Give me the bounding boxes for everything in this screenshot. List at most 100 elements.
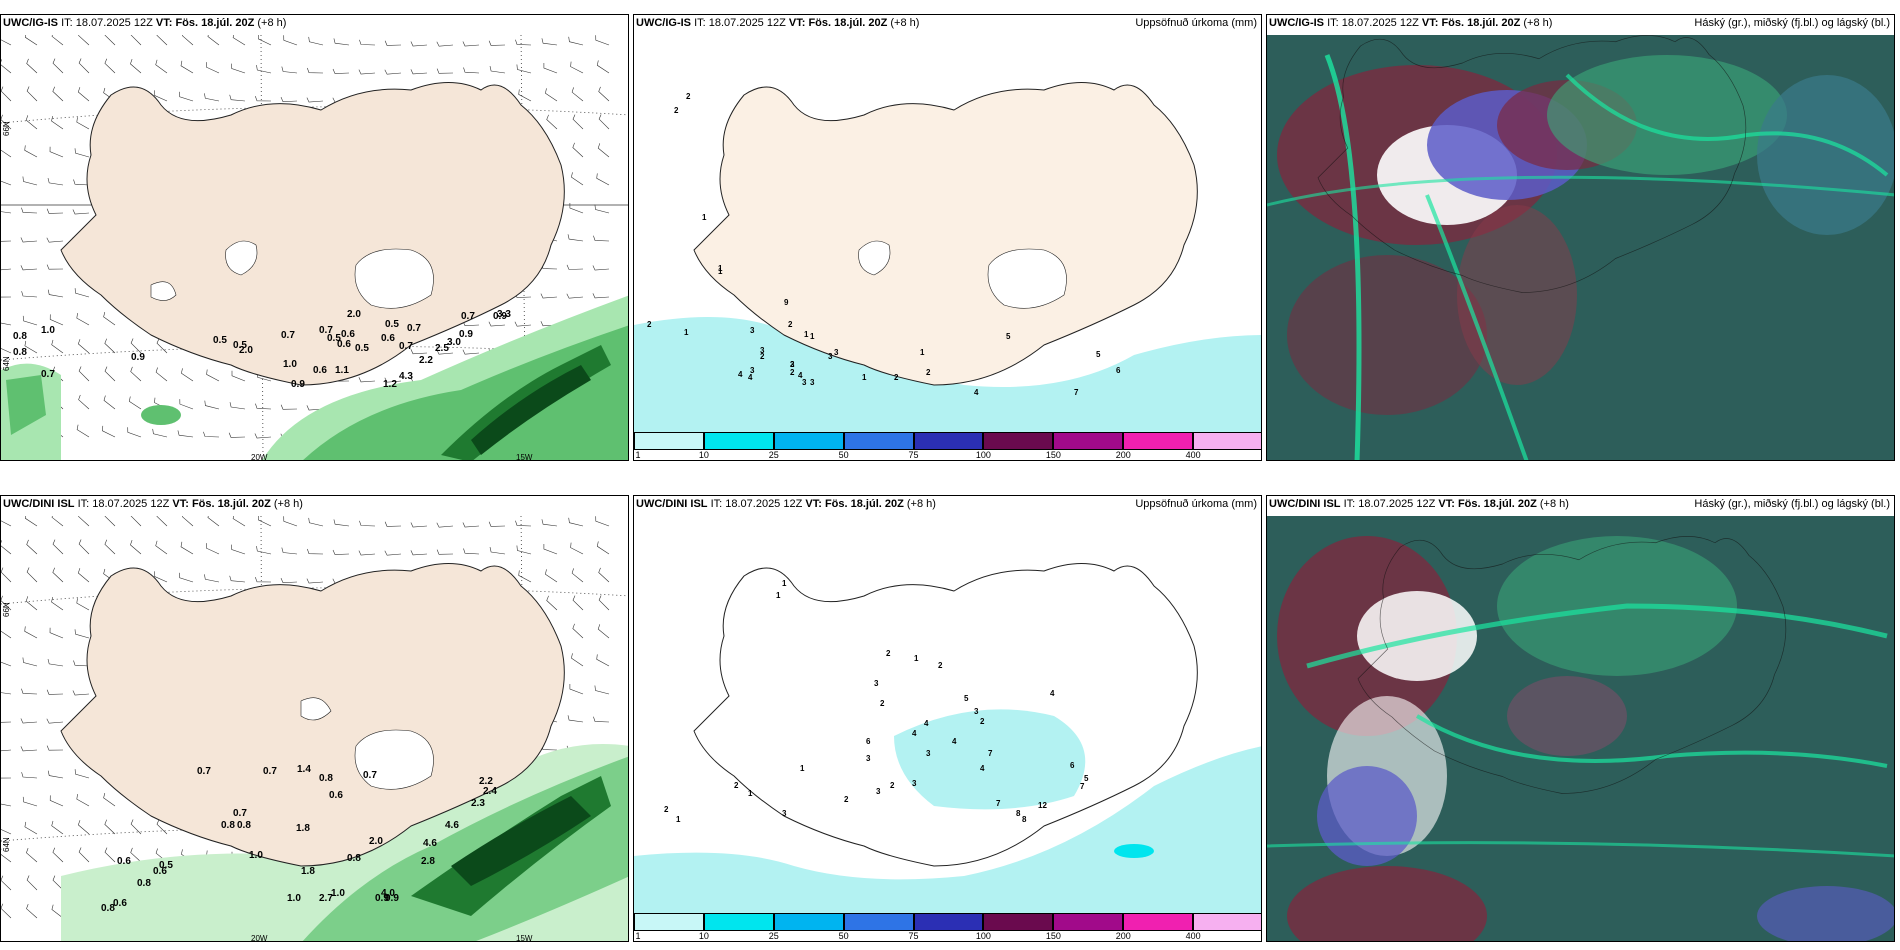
wind-barb: [598, 567, 610, 583]
panel-header: UWC/IG-IS IT: 18.07.2025 12Z VT: Fös. 18…: [636, 17, 920, 29]
value-label: 4: [952, 737, 957, 746]
wind-barb: [46, 264, 64, 270]
legend-swatch: [1123, 432, 1194, 450]
value-label: 0.6: [381, 333, 395, 344]
value-label: 2: [880, 699, 885, 708]
wind-barb: [1, 540, 12, 555]
wind-barb: [596, 60, 610, 74]
wind-barb: [543, 544, 558, 555]
value-label: 3: [834, 348, 839, 357]
value-label: 3: [828, 352, 833, 361]
value-label: 1.0: [41, 325, 55, 336]
wind-barb: [462, 522, 480, 528]
wind-barb: [1, 322, 12, 326]
wind-barb: [52, 567, 64, 583]
wind-barb: [77, 820, 90, 835]
value-label: 3: [866, 754, 871, 763]
value-label: 0.8: [101, 903, 115, 914]
wind-barb: [571, 87, 584, 102]
wind-barb: [77, 87, 90, 102]
value-label: 1.0: [249, 850, 263, 861]
legend-tick: 400: [1185, 450, 1201, 460]
wind-barb: [280, 404, 298, 410]
wind-barb: [229, 575, 246, 583]
wind-barb: [72, 209, 90, 215]
wind-barb: [255, 95, 272, 102]
value-label: 1: [800, 764, 805, 773]
wind-barb: [1, 149, 12, 158]
legend-swatch: [1053, 913, 1124, 931]
legend-tick: 100: [975, 450, 991, 460]
wind-barb: [232, 35, 246, 46]
wind-barb: [78, 58, 90, 74]
cloud-cover-map: [1267, 35, 1894, 460]
lat-label-66n: 66N: [2, 121, 11, 136]
wind-barb: [180, 541, 194, 555]
iceland-outline: [693, 563, 1198, 867]
lat-label-66n: 66N: [2, 602, 11, 617]
legend-swatch: [634, 432, 704, 450]
value-label: 5: [1006, 332, 1011, 341]
value-label: 3: [790, 360, 795, 369]
panel-title: Háský (gr.), miðský (fj.bl.) og lágský (…: [1694, 498, 1890, 510]
wind-barb: [22, 315, 38, 326]
wind-barb: [307, 548, 324, 555]
value-label: 2: [674, 106, 679, 115]
value-label: 0.8: [137, 878, 151, 889]
wind-barb: [306, 97, 324, 103]
wind-barb: [78, 394, 90, 410]
panel-header: UWC/IG-IS IT: 18.07.2025 12Z VT: Fös. 18…: [3, 17, 287, 29]
panel-ig-precip: UWC/IG-IS IT: 18.07.2025 12Z VT: Fös. 18…: [0, 14, 629, 461]
wind-barb: [384, 69, 402, 75]
wind-barb: [207, 516, 220, 527]
wind-barb: [359, 520, 376, 527]
value-label: 0.9: [131, 352, 145, 363]
value-label: 2: [890, 781, 895, 790]
wind-barb: [78, 539, 90, 555]
value-label: 2.7: [319, 893, 333, 904]
wind-barb: [566, 264, 584, 270]
wind-barb: [21, 772, 38, 779]
panel-dini-clouds: UWC/DINI ISL IT: 18.07.2025 12Z VT: Fös.…: [1266, 495, 1895, 942]
wind-barb: [46, 745, 64, 751]
panel-dini-precip: UWC/DINI ISL IT: 18.07.2025 12Z VT: Fös.…: [0, 495, 629, 942]
value-label: 0.8: [347, 853, 361, 864]
wind-barb: [281, 547, 298, 555]
value-label: 1: [748, 789, 753, 798]
value-label: 0.7: [281, 330, 295, 341]
value-label: 8: [1022, 815, 1027, 824]
wind-barb: [47, 178, 64, 186]
lon-label-20w: 20W: [251, 453, 268, 461]
value-label: 2.0: [347, 309, 361, 320]
wind-barb: [1, 630, 12, 639]
value-label: 0.5: [159, 860, 173, 871]
wind-barb: [104, 516, 116, 527]
wind-barb: [49, 146, 64, 158]
wind-barb: [231, 370, 246, 382]
wind-barb: [1, 692, 12, 695]
panel-ig-clouds: UWC/IG-IS IT: 18.07.2025 12Z VT: Fös. 18…: [1266, 14, 1895, 461]
wind-barb: [592, 265, 610, 271]
wind-barb: [130, 819, 142, 835]
value-label: 4.0: [381, 888, 395, 899]
legend-swatch: [843, 432, 914, 450]
glaciers: [150, 240, 434, 309]
value-label: 2.8: [421, 856, 435, 867]
wind-barb: [518, 570, 532, 583]
value-label: 2: [664, 805, 669, 814]
wind-barb: [488, 321, 506, 327]
value-label: 0.5: [385, 319, 399, 330]
value-label: 0.7: [461, 311, 475, 322]
legend-tick: 10: [698, 450, 709, 460]
wind-barb: [597, 624, 610, 639]
value-label: 3.3: [497, 309, 511, 320]
legend-tick: 200: [1115, 450, 1131, 460]
wind-barb: [46, 208, 64, 214]
wind-barb: [76, 598, 90, 611]
wind-barb: [1, 180, 12, 186]
legend-tick: 25: [768, 931, 779, 941]
wind-barb: [358, 377, 376, 383]
wind-barb: [571, 172, 584, 186]
wind-barb: [26, 567, 38, 583]
